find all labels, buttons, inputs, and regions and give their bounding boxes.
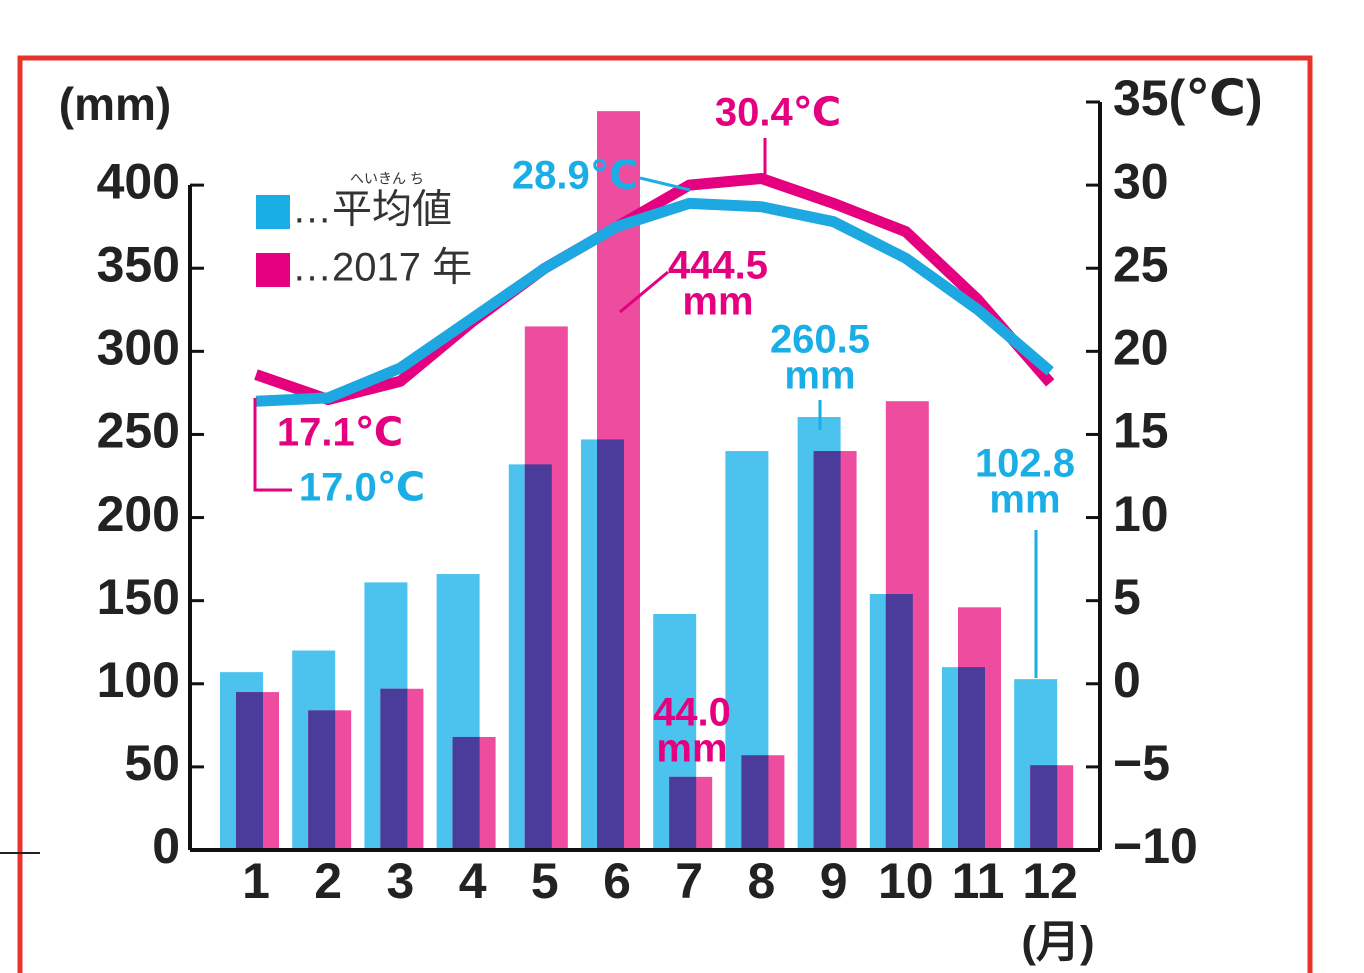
- y-tick-label: 150: [97, 569, 180, 625]
- temperature-line: [254, 172, 1055, 406]
- bar-overlap: [813, 451, 841, 850]
- y2-tick-label: 15: [1113, 403, 1169, 459]
- y2-tick-label: 20: [1113, 320, 1169, 376]
- temperature-line: [255, 197, 1054, 407]
- y-tick-label: 200: [97, 486, 180, 542]
- legend-ruby: へいきん ち: [350, 171, 424, 187]
- x-tick-label: 3: [386, 853, 414, 909]
- x-tick-label: 8: [747, 853, 775, 909]
- bar-overlap: [669, 776, 697, 850]
- annotation: 28.9℃: [512, 154, 638, 198]
- leader-line: [253, 398, 292, 492]
- annotation: 17.1℃: [277, 411, 403, 455]
- y-tick-label: 350: [97, 236, 180, 292]
- y2-tick-label: −10: [1113, 818, 1198, 874]
- bar-overlap: [452, 736, 480, 850]
- bar-overlap: [958, 667, 985, 850]
- x-tick-label: 2: [314, 853, 342, 909]
- y-tick-label: 50: [124, 735, 180, 791]
- bar-overlap: [308, 710, 336, 850]
- annotation: 444.5: [668, 244, 768, 288]
- legend-label: …2017 年: [292, 246, 472, 290]
- annotation: 102.8: [975, 442, 1075, 486]
- x-tick-label: 11: [952, 853, 1005, 909]
- y2-tick-label: 0: [1113, 652, 1141, 708]
- y2-tick-label: 25: [1113, 236, 1169, 292]
- y-tick-label: 400: [97, 153, 180, 209]
- x-tick-label: 5: [531, 853, 559, 909]
- x-axis-label: (月): [1021, 918, 1094, 967]
- annotation: 30.4℃: [715, 91, 841, 135]
- y-tick-label: 300: [97, 320, 180, 376]
- y2-tick-label: 5: [1113, 569, 1141, 625]
- bar-overlap: [741, 755, 769, 850]
- y2-tick-label: 10: [1113, 486, 1169, 542]
- x-tick-label: 10: [878, 853, 934, 909]
- bar-overlap: [380, 688, 408, 850]
- legend-label: …平均値: [292, 188, 452, 232]
- annotation: 260.5: [770, 318, 870, 362]
- y-tick-label: 250: [97, 403, 180, 459]
- y-axis-label: (mm): [59, 78, 171, 130]
- x-tick-label: 4: [459, 853, 487, 909]
- annotation: mm: [682, 280, 753, 324]
- bar-overlap: [524, 464, 552, 850]
- x-tick-label: 1: [242, 853, 270, 909]
- x-tick-label: 9: [820, 853, 848, 909]
- annotation: mm: [784, 354, 855, 398]
- annotation: 17.0℃: [299, 466, 425, 510]
- y-tick-label: 0: [152, 818, 180, 874]
- leader-line: [639, 176, 691, 192]
- annotation: mm: [656, 727, 727, 771]
- y2-tick-label: 30: [1113, 153, 1169, 209]
- annotation: mm: [989, 478, 1060, 522]
- leader-line: [619, 270, 669, 314]
- x-tick-label: 6: [603, 853, 631, 909]
- frame: [17, 55, 1313, 973]
- y-tick-label: 100: [97, 652, 180, 708]
- legend-swatch: [256, 253, 290, 287]
- bar-overlap: [236, 692, 263, 850]
- bar-overlap: [597, 439, 624, 850]
- y2-tick-label: −5: [1113, 735, 1170, 791]
- bar-overlap: [885, 594, 913, 850]
- x-tick-label: 12: [1022, 853, 1078, 909]
- y2-tick-label: 35(℃): [1113, 70, 1262, 126]
- annotation: 44.0: [653, 691, 731, 735]
- legend-swatch: [256, 195, 290, 229]
- x-tick-label: 7: [675, 853, 703, 909]
- bar-overlap: [1030, 765, 1058, 850]
